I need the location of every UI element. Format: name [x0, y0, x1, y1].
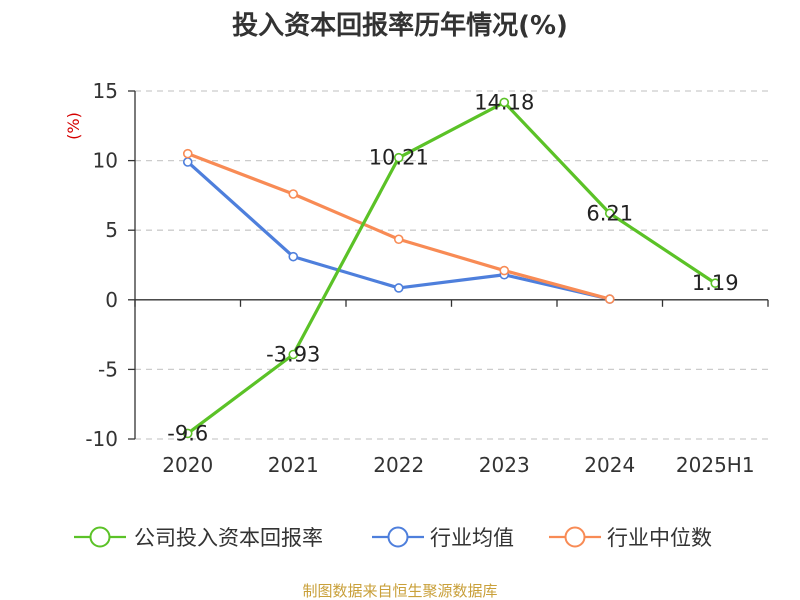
y-tick-label: 0: [105, 288, 118, 312]
series-point-0: [288, 349, 299, 360]
x-tick-label: 2023: [479, 453, 530, 477]
legend-label: 行业均值: [430, 526, 514, 550]
series-point-2: [604, 294, 615, 304]
series-point-0: [604, 208, 615, 219]
data-source-footer: 制图数据来自恒生聚源数据库: [302, 582, 497, 600]
axis-layer: 15 10 5 0 -5 -10 2020 2021 2022 2023 2024 2025H1: [85, 79, 769, 477]
series-layer: [182, 97, 721, 439]
x-tick-label: 2020: [162, 453, 213, 477]
y-tick-label: 15: [93, 79, 118, 103]
data-label: -3.93: [266, 343, 320, 367]
data-label-layer: -9.6 -3.93 10.21 14.18 6.21 1.19: [167, 90, 738, 445]
legend-swatch-marker: [89, 526, 111, 548]
legend-label: 公司投入资本回报率: [134, 526, 323, 550]
series-point-0: [393, 152, 404, 163]
x-tick-label: 2024: [584, 453, 635, 477]
series-point-0: [710, 278, 721, 289]
y-axis-unit-label: (%): [64, 112, 83, 140]
series-point-0: [182, 428, 193, 439]
data-label: -9.6: [167, 421, 208, 445]
series-line-2: [186, 152, 612, 301]
x-tick-label: 2021: [268, 453, 319, 477]
series-point-2: [393, 234, 404, 245]
series-line-0: [186, 100, 717, 436]
series-point-2: [499, 265, 510, 276]
legend-label: 行业中位数: [607, 526, 712, 550]
data-label: 10.21: [369, 146, 429, 170]
legend: 公司投入资本回报率 行业均值 行业中位数: [74, 526, 712, 550]
series-point-1: [288, 251, 299, 262]
data-label: 6.21: [586, 201, 633, 225]
x-tick-label: 2022: [373, 453, 424, 477]
legend-swatch-marker: [564, 526, 586, 548]
chart-title: 投入资本回报率历年情况(%): [232, 10, 568, 41]
series-point-2: [288, 189, 299, 199]
legend-swatch-marker: [387, 526, 409, 548]
series-point-1: [182, 157, 193, 167]
data-label: 14.18: [474, 90, 534, 114]
y-tick-label: 5: [105, 218, 118, 242]
y-tick-label: 10: [93, 149, 118, 173]
x-tick-label: 2025H1: [676, 453, 755, 477]
series-point-1: [393, 283, 404, 293]
y-tick-label: -5: [98, 357, 118, 381]
y-tick-label: -10: [85, 427, 118, 451]
grid-layer: [135, 90, 768, 440]
series-point-2: [182, 148, 193, 159]
series-point-0: [499, 97, 510, 108]
data-label: 1.19: [692, 271, 739, 295]
